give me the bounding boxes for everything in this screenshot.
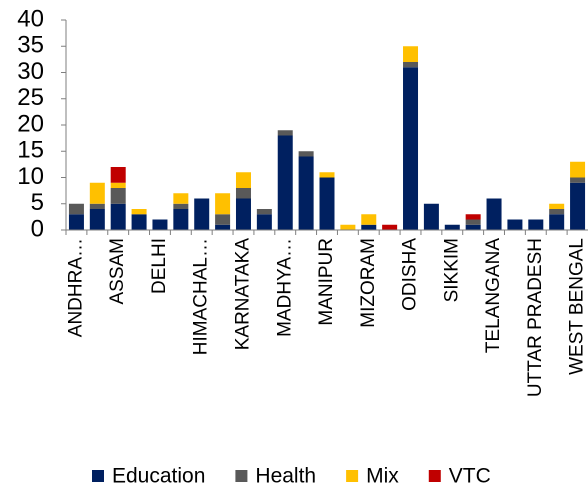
bar-segment — [277, 135, 293, 230]
x-tick-label: MANIPUR — [316, 238, 337, 326]
bar-segment — [89, 203, 105, 209]
legend-label: Health — [255, 465, 316, 488]
bar-segment — [570, 182, 586, 230]
bar-segment — [465, 214, 481, 220]
bar-segment — [256, 209, 272, 215]
bar-segment — [215, 224, 231, 230]
legend-swatch — [428, 470, 441, 482]
bar-segment — [361, 214, 377, 225]
legend-swatch — [92, 470, 104, 482]
legend-label: Mix — [366, 465, 399, 488]
bar-segment — [131, 209, 147, 215]
x-tick-label: ANDHRA… — [65, 238, 86, 337]
bar-segment — [319, 177, 335, 230]
x-tick-label: HIMACHAL… — [191, 238, 212, 355]
bar-segment — [277, 130, 293, 136]
x-tick-label: TELANGANA — [483, 238, 504, 353]
bar-segment — [298, 156, 314, 230]
bar-segment — [68, 214, 84, 230]
y-tick-label: 15 — [17, 137, 44, 164]
bar-segment — [152, 219, 168, 230]
bar-segment — [361, 224, 377, 230]
y-tick-label: 20 — [17, 110, 44, 137]
x-tick-label: ODISHA — [400, 238, 421, 311]
legend-swatch — [346, 470, 359, 482]
legend-label: VTC — [449, 465, 491, 488]
bar-segment — [507, 219, 523, 230]
y-tick-label: 5 — [31, 189, 44, 216]
bar-segment — [549, 203, 565, 209]
bar-segment — [173, 203, 189, 209]
bar-segment — [235, 198, 251, 230]
bar-segment — [173, 193, 189, 204]
bar-segment — [319, 172, 335, 178]
x-tick-label: SIKKIM — [441, 238, 462, 302]
y-tick-label: 10 — [17, 163, 44, 190]
bar-segment — [256, 214, 272, 230]
bar-segment — [382, 224, 398, 230]
legend-label: Education — [112, 465, 205, 488]
bar-segment — [194, 198, 210, 230]
legend-swatch — [235, 470, 248, 482]
y-tick-label: 35 — [17, 32, 44, 59]
bar-segment — [423, 203, 439, 230]
bar-segment — [110, 167, 126, 183]
x-tick-label: WEST BENGAL — [567, 238, 588, 375]
bar-segment — [486, 198, 502, 230]
bar-segment — [110, 188, 126, 204]
bar-segment — [528, 219, 544, 230]
bar-segment — [403, 62, 419, 68]
bar-segment — [235, 172, 251, 188]
bar-segment — [340, 224, 356, 230]
bar-segment — [68, 203, 84, 215]
x-tick-label: MADHYA… — [274, 238, 295, 337]
bar-segment — [570, 161, 586, 178]
x-tick-label: MIZORAM — [358, 238, 379, 328]
x-tick-label: DELHI — [149, 238, 170, 294]
x-tick-label: UTTAR PRADESH — [525, 238, 546, 397]
bar-segment — [403, 46, 419, 62]
bar-segment — [298, 151, 314, 157]
bar-segment — [444, 224, 460, 230]
bar-segment — [110, 182, 126, 188]
y-tick-label: 25 — [17, 84, 44, 111]
x-tick-label: ASSAM — [107, 238, 128, 305]
bar-segment — [173, 209, 189, 230]
bar-segment — [89, 182, 105, 204]
bar-segment — [131, 214, 147, 230]
bar-segment — [403, 67, 419, 230]
bar-segment — [549, 209, 565, 215]
y-tick-label: 0 — [31, 215, 44, 242]
bar-segment — [465, 224, 481, 230]
bar-segment — [215, 193, 231, 215]
y-tick-label: 40 — [17, 5, 44, 32]
bar-segment — [465, 219, 481, 225]
bar-segment — [570, 177, 586, 183]
bar-segment — [235, 188, 251, 199]
y-tick-label: 30 — [17, 58, 44, 85]
x-tick-label: KARNATAKA — [232, 238, 253, 351]
bar-segment — [215, 214, 231, 225]
bar-segment — [89, 209, 105, 230]
bar-segment — [110, 203, 126, 230]
bar-segment — [549, 214, 565, 230]
